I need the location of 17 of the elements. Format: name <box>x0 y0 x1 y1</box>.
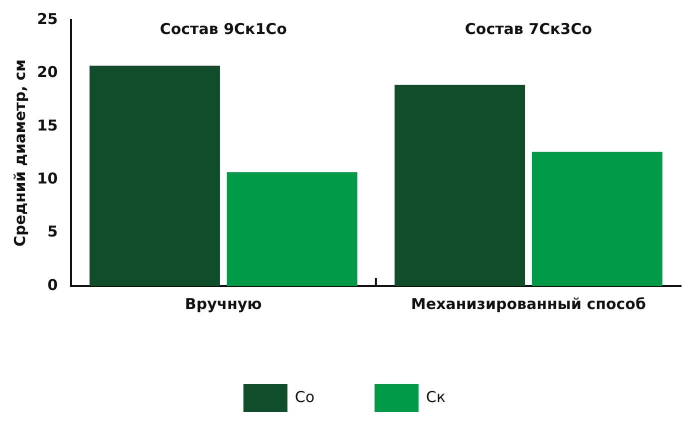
legend-label: Со <box>294 388 315 406</box>
x-tick-label: Вручную <box>184 294 262 313</box>
bar <box>532 152 662 286</box>
bar <box>90 66 220 286</box>
annotation: Состав 9Ск1Со <box>160 20 287 38</box>
y-axis-title: Средний диаметр, см <box>10 59 29 247</box>
annotation: Состав 7Ск3Со <box>464 20 592 38</box>
y-tick-label: 5 <box>47 222 58 241</box>
bar <box>226 172 358 286</box>
legend-label: Ск <box>426 388 446 406</box>
bar <box>394 84 526 286</box>
y-tick-label: 10 <box>37 169 58 188</box>
y-tick-label: 0 <box>47 276 58 294</box>
x-tick-label: Механизированный способ <box>411 294 646 313</box>
y-tick-label: 20 <box>37 63 58 82</box>
y-tick-label: 15 <box>37 116 58 134</box>
y-tick-label: 25 <box>37 10 58 28</box>
